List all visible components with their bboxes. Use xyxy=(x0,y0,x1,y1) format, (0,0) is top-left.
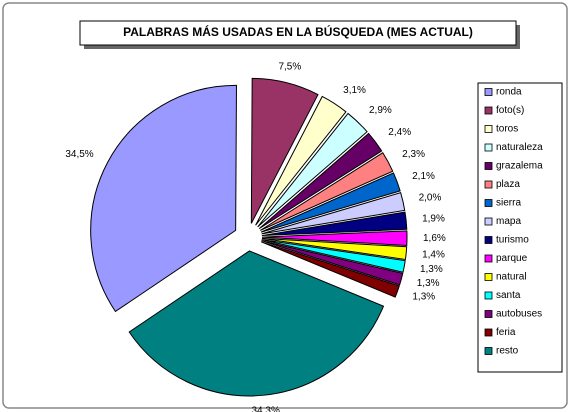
data-label: 1,6% xyxy=(423,233,446,244)
legend-label: naturaleza xyxy=(496,142,543,153)
legend-label: santa xyxy=(496,290,521,301)
legend-label: parque xyxy=(496,253,528,264)
legend-label: ronda xyxy=(496,87,522,98)
pie-slice xyxy=(250,77,319,224)
legend-label: foto(s) xyxy=(496,105,524,116)
legend-label: grazalema xyxy=(496,161,543,172)
legend-swatch xyxy=(484,106,493,115)
data-label: 2,0% xyxy=(419,193,442,204)
legend-swatch xyxy=(484,162,493,170)
pie-slice xyxy=(128,250,385,397)
pie-slice xyxy=(261,237,408,261)
legend-label: sierra xyxy=(496,198,521,209)
legend-box xyxy=(477,82,563,373)
pie-slice xyxy=(261,239,406,273)
legend-swatch xyxy=(484,273,493,281)
legend-swatch xyxy=(484,217,493,226)
pie-slice xyxy=(260,241,400,298)
legend-swatch xyxy=(484,180,493,189)
data-label: 2,4% xyxy=(388,127,411,138)
data-label: 1,3% xyxy=(412,292,435,303)
data-label: 7,5% xyxy=(278,62,301,73)
pie-slice xyxy=(255,95,347,226)
legend-swatch xyxy=(484,125,493,133)
legend-swatch xyxy=(484,291,493,300)
title-box xyxy=(79,20,517,46)
data-label: 1,3% xyxy=(417,278,440,289)
chart-title: PALABRAS MÁS USADAS EN LA BÚSQUEDA (MES … xyxy=(123,24,473,39)
pie-slice xyxy=(261,230,408,246)
data-label: 34,5% xyxy=(65,149,93,160)
pie-slice xyxy=(261,211,408,237)
legend-swatch xyxy=(484,236,493,244)
legend-swatch xyxy=(484,347,493,355)
legend-label: plaza xyxy=(496,179,520,190)
legend-label: feria xyxy=(496,327,516,338)
chart-frame xyxy=(2,2,568,409)
data-label: 1,3% xyxy=(420,264,443,275)
pie-slice xyxy=(258,132,383,230)
legend-swatch xyxy=(484,310,493,318)
legend-label: resto xyxy=(496,346,519,357)
legend-swatch xyxy=(484,328,493,337)
data-label: 3,1% xyxy=(343,85,366,96)
legend-label: toros xyxy=(496,124,518,135)
data-label: 2,1% xyxy=(412,171,435,182)
legend-label: turismo xyxy=(496,235,529,246)
pie-slice xyxy=(261,192,406,235)
pie-slice xyxy=(260,152,394,231)
data-label: 34,3% xyxy=(252,406,280,412)
legend-label: autobuses xyxy=(496,309,542,320)
legend-swatch xyxy=(484,88,493,96)
legend-swatch xyxy=(484,143,493,152)
legend-label: natural xyxy=(496,272,527,283)
data-label: 1,4% xyxy=(422,249,445,260)
pie-slice xyxy=(260,172,401,233)
data-label: 2,9% xyxy=(369,105,392,116)
data-label: 2,3% xyxy=(402,149,425,160)
pie-slice xyxy=(261,240,404,286)
legend-label: mapa xyxy=(496,216,521,227)
legend-swatch xyxy=(484,199,493,207)
pie-slice xyxy=(257,112,368,228)
pie-slice xyxy=(90,84,237,313)
legend-swatch xyxy=(484,254,493,263)
data-label: 1,9% xyxy=(422,214,445,225)
